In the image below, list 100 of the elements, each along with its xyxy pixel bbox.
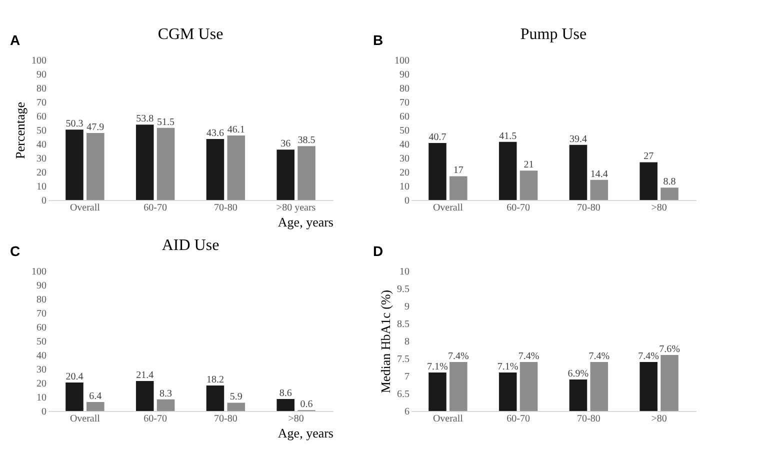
y-axis-title: Median HbA1c (%) bbox=[378, 290, 393, 394]
x-tick-label: 60-70 bbox=[506, 414, 530, 424]
x-tick-label: >80 years bbox=[276, 202, 316, 214]
y-tick-label: 50 bbox=[400, 126, 410, 136]
bar bbox=[86, 402, 104, 411]
data-label: 7.4% bbox=[518, 351, 540, 362]
data-label: 38.5 bbox=[298, 135, 316, 146]
bar bbox=[590, 180, 608, 200]
bar bbox=[298, 146, 316, 200]
y-tick-label: 0 bbox=[42, 406, 46, 418]
bar bbox=[450, 176, 468, 200]
data-label: 5.9 bbox=[230, 392, 242, 403]
y-tick-label: 40 bbox=[36, 350, 46, 362]
data-label: 53.8 bbox=[136, 114, 154, 125]
y-tick-label: 50 bbox=[36, 336, 46, 348]
x-tick-label: 60-70 bbox=[506, 202, 530, 214]
y-tick-label: 30 bbox=[36, 154, 46, 164]
data-label: 47.9 bbox=[86, 122, 104, 133]
y-tick-label: 9.5 bbox=[397, 284, 410, 295]
bar bbox=[660, 188, 678, 200]
data-label: 17 bbox=[453, 165, 464, 176]
data-label: 36 bbox=[280, 138, 291, 150]
y-tick-label: 80 bbox=[36, 84, 46, 94]
y-tick-label: 30 bbox=[400, 154, 410, 164]
data-label: 7.4% bbox=[448, 351, 469, 362]
data-label: 8.6 bbox=[279, 388, 292, 399]
y-tick-label: 80 bbox=[400, 84, 410, 94]
y-tick-label: 70 bbox=[400, 98, 410, 108]
y-tick-label: 100 bbox=[32, 266, 46, 278]
y-tick-label: 8 bbox=[404, 336, 410, 348]
bar bbox=[206, 138, 224, 200]
y-tick-label: 10 bbox=[400, 182, 410, 192]
bar bbox=[86, 132, 104, 200]
y-tick-label: 10 bbox=[400, 266, 410, 278]
data-label: 7.1% bbox=[427, 362, 448, 372]
x-tick-label: 60-70 bbox=[144, 202, 167, 214]
bar bbox=[227, 402, 246, 411]
bar bbox=[428, 143, 446, 200]
bar bbox=[66, 130, 84, 200]
data-label: 8.8 bbox=[663, 176, 676, 188]
bar bbox=[156, 128, 175, 200]
y-tick-label: 50 bbox=[36, 126, 46, 136]
y-tick-label: 40 bbox=[400, 140, 410, 150]
bar bbox=[520, 170, 538, 200]
y-axis-title: Percentage bbox=[12, 102, 28, 160]
y-tick-label: 60 bbox=[36, 322, 46, 334]
bar bbox=[569, 144, 588, 200]
x-tick-label: >80 bbox=[288, 414, 304, 424]
y-tick-label: 90 bbox=[36, 280, 46, 292]
x-tick-label: >80 bbox=[651, 414, 667, 424]
x-tick-label: 70-80 bbox=[577, 202, 600, 214]
data-label: 40.7 bbox=[428, 132, 446, 144]
data-label: 7.1% bbox=[497, 362, 518, 372]
data-label: 14.4 bbox=[590, 168, 608, 180]
y-tick-label: 70 bbox=[36, 98, 46, 108]
x-tick-label: 70-80 bbox=[214, 414, 238, 424]
x-tick-label: 70-80 bbox=[214, 202, 238, 214]
y-tick-label: 80 bbox=[36, 294, 46, 306]
y-tick-label: 7 bbox=[404, 372, 410, 382]
x-axis-title: Age, years bbox=[278, 426, 334, 440]
y-tick-label: 6 bbox=[404, 406, 410, 418]
y-tick-label: 10 bbox=[36, 392, 46, 404]
data-label: 7.4% bbox=[588, 351, 610, 362]
y-tick-label: 100 bbox=[32, 56, 46, 66]
y-tick-label: 0 bbox=[404, 196, 410, 206]
data-label: 50.3 bbox=[66, 118, 84, 130]
bar bbox=[206, 386, 224, 411]
bar bbox=[136, 124, 154, 200]
data-label: 7.6% bbox=[659, 344, 680, 355]
chart-title: AID Use bbox=[162, 237, 220, 254]
chart-title: Pump Use bbox=[520, 26, 587, 43]
data-label: 21.4 bbox=[136, 370, 154, 382]
y-tick-label: 20 bbox=[36, 168, 46, 178]
x-tick-label: Overall bbox=[432, 202, 464, 214]
bar bbox=[136, 381, 154, 411]
y-tick-label: 60 bbox=[400, 112, 410, 122]
y-tick-label: 9 bbox=[404, 302, 410, 312]
chart-title: CGM Use bbox=[158, 26, 224, 43]
data-label: 21 bbox=[524, 160, 534, 171]
data-label: 6.4 bbox=[89, 391, 102, 402]
y-tick-label: 7.5 bbox=[397, 354, 410, 365]
y-tick-label: 90 bbox=[36, 70, 46, 80]
data-label: 18.2 bbox=[206, 374, 224, 386]
data-label: 27 bbox=[644, 151, 654, 162]
text: C bbox=[10, 243, 20, 259]
y-tick-label: 70 bbox=[36, 308, 46, 320]
x-tick-label: Overall bbox=[70, 202, 100, 214]
y-tick-label: 20 bbox=[400, 168, 410, 178]
data-label: 0.6 bbox=[300, 399, 313, 410]
y-tick-label: 6.5 bbox=[397, 389, 410, 400]
data-label: 46.1 bbox=[227, 124, 245, 136]
text: B bbox=[373, 32, 384, 48]
bar bbox=[640, 162, 658, 200]
x-axis-title: Age, years bbox=[278, 214, 334, 230]
y-tick-label: 90 bbox=[400, 70, 410, 80]
bar bbox=[498, 142, 517, 200]
bar bbox=[156, 399, 175, 411]
data-label: 8.3 bbox=[160, 388, 172, 400]
y-tick-label: 60 bbox=[36, 112, 46, 122]
y-tick-label: 0 bbox=[42, 196, 46, 206]
